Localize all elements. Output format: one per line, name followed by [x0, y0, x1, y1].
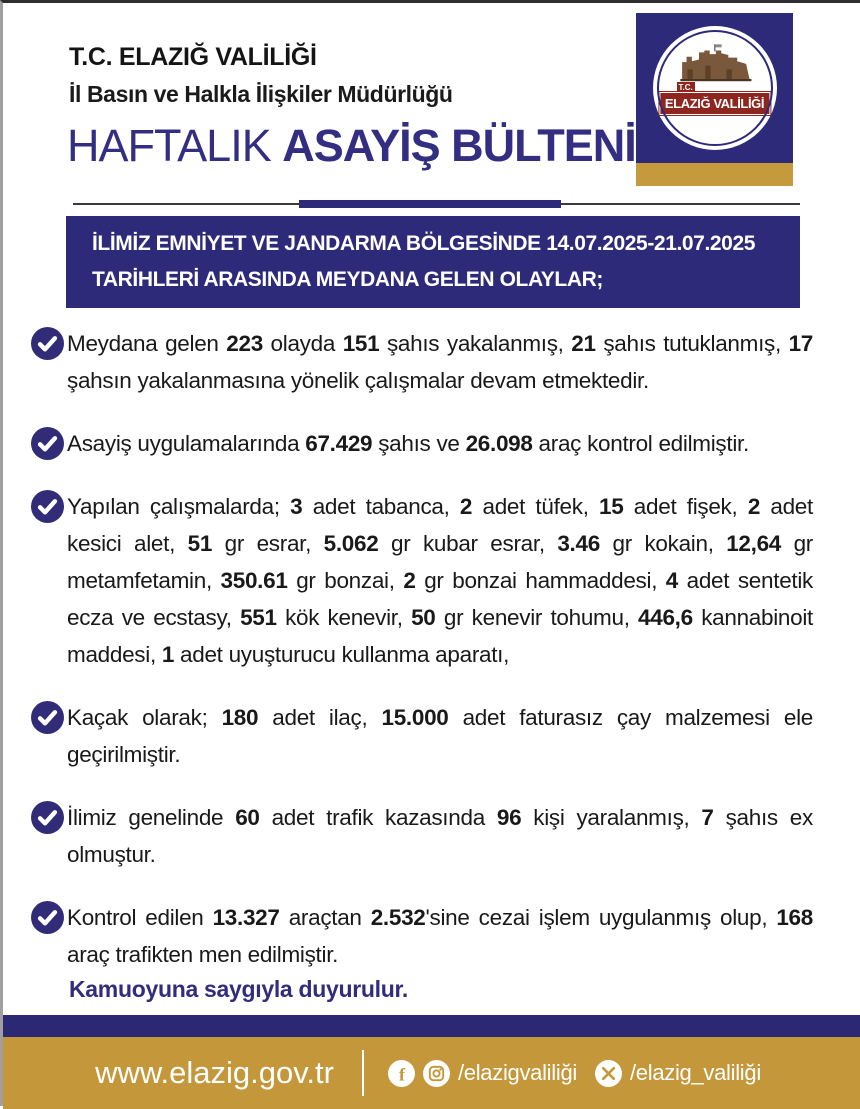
bulletin-list: Meydana gelen 223 olayda 151 şahıs yakal… — [31, 325, 813, 999]
footer-accent-strip — [3, 1015, 860, 1037]
social-links: f /elazigvaliliği /elazig_valiliği — [387, 1059, 771, 1087]
logo-label: ELAZIĞ VALİLİĞİ — [658, 92, 771, 115]
logo-tc-label: T.C. — [676, 82, 695, 93]
check-icon — [31, 801, 64, 834]
bulletin-text: Meydana gelen 223 olayda 151 şahıs yakal… — [67, 331, 813, 393]
footer-divider — [361, 1050, 364, 1096]
bulletin-item: İlimiz genelinde 60 adet trafik kazasınd… — [31, 799, 813, 873]
org-title: T.C. ELAZIĞ VALİLİĞİ — [69, 43, 317, 71]
bulletin-text: Yapılan çalışmalarda; 3 adet tabanca, 2 … — [67, 494, 814, 667]
page-title: HAFTALIK ASAYİŞ BÜLTENİ — [67, 120, 637, 172]
check-icon — [31, 901, 64, 934]
facebook-instagram-handle: /elazigvaliliği — [457, 1060, 577, 1085]
check-icon — [31, 427, 64, 460]
page-title-bold: ASAYİŞ BÜLTENİ — [282, 120, 637, 171]
header-divider-accent — [299, 200, 561, 208]
bulletin-text: Kaçak olarak; 180 adet ilaç, 15.000 adet… — [67, 705, 814, 767]
logo-circle: T.C. ELAZIĞ VALİLİĞİ — [652, 26, 777, 150]
svg-text:f: f — [399, 1064, 406, 1084]
bulletin-text: Asayiş uygulamalarında 67.429 şahıs ve 2… — [67, 431, 749, 456]
bulletin-item: Asayiş uygulamalarında 67.429 şahıs ve 2… — [31, 425, 813, 462]
check-icon — [31, 327, 64, 360]
closing-note: Kamuoyuna saygıyla duyurulur. — [69, 976, 408, 1002]
x-handle: /elazig_valiliği — [629, 1060, 761, 1085]
banner-heading: İLİMİZ EMNİYET VE JANDARMA BÖLGESİNDE 14… — [66, 216, 800, 308]
check-icon — [31, 490, 64, 523]
check-icon — [31, 701, 64, 734]
bulletin-item: Yapılan çalışmalarda; 3 adet tabanca, 2 … — [31, 488, 813, 673]
website-url: www.elazig.gov.tr — [95, 1055, 334, 1090]
governorship-logo: T.C. ELAZIĞ VALİLİĞİ — [636, 13, 793, 163]
x-icon — [594, 1059, 622, 1087]
instagram-icon — [422, 1059, 450, 1087]
footer-bar: www.elazig.gov.tr f /elazigvaliliği /ela… — [3, 1037, 860, 1109]
page-title-light: HAFTALIK — [67, 120, 272, 171]
facebook-icon: f — [387, 1059, 415, 1087]
bulletin-text: Kontrol edilen 13.327 araçtan 2.532'sine… — [67, 905, 813, 967]
bulletin-item: Kaçak olarak; 180 adet ilaç, 15.000 adet… — [31, 699, 813, 773]
bulletin-text: İlimiz genelinde 60 adet trafik kazasınd… — [67, 805, 813, 867]
bulletin-item: Meydana gelen 223 olayda 151 şahıs yakal… — [31, 325, 813, 399]
castle-icon — [679, 44, 751, 82]
bulletin-item: Kontrol edilen 13.327 araçtan 2.532'sine… — [31, 899, 813, 973]
org-subtitle: İl Basın ve Halkla İlişkiler Müdürlüğü — [69, 81, 453, 107]
logo-gold-bar — [636, 163, 793, 186]
header-divider — [73, 200, 800, 208]
